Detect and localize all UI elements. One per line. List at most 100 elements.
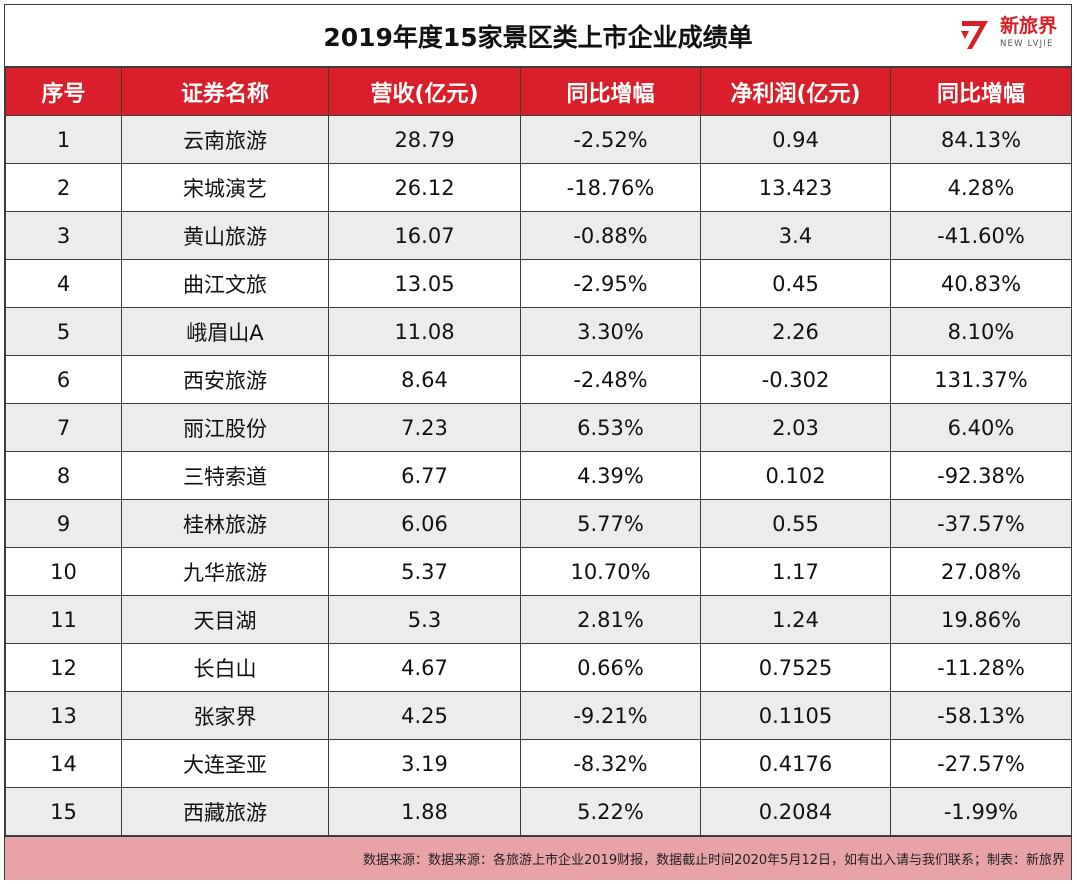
- table-cell: 3: [5, 211, 122, 260]
- table-cell: -9.21%: [520, 691, 701, 740]
- table-cell: 10: [5, 547, 122, 596]
- table-cell: 8: [5, 451, 122, 500]
- table-row: 11 天目湖 5.3 2.81% 1.24 19.86%: [5, 595, 1072, 644]
- table-cell: 13: [5, 691, 122, 740]
- table-cell: 0.4176: [700, 739, 891, 788]
- table-cell: 5.77%: [520, 499, 701, 548]
- table-cell: 0.7525: [700, 643, 891, 692]
- title-bar: 2019年度15家景区类上市企业成绩单 新旅界 NEW LVJIE: [5, 5, 1071, 67]
- table-cell: 4: [5, 259, 122, 308]
- table-cell: 27.08%: [890, 547, 1072, 596]
- table-cell: -92.38%: [890, 451, 1072, 500]
- table-cell: 0.102: [700, 451, 891, 500]
- results-table: 序号 证券名称 营收(亿元) 同比增幅 净利润(亿元) 同比增幅 1 云南旅游 28.79 -2…: [5, 67, 1072, 836]
- table-cell: 11: [5, 595, 122, 644]
- table-cell: 13.423: [700, 163, 891, 212]
- table-row: 14 大连圣亚 3.19 -8.32% 0.4176 -27.57%: [5, 739, 1072, 788]
- table-cell: 4.39%: [520, 451, 701, 500]
- table-cell: -18.76%: [520, 163, 701, 212]
- table-cell: 曲江文旅: [121, 259, 329, 308]
- table-row: 2 宋城演艺 26.12 -18.76% 13.423 4.28%: [5, 163, 1072, 212]
- table-cell: 4.67: [328, 643, 521, 692]
- table-cell: 三特索道: [121, 451, 329, 500]
- table-cell: 2.81%: [520, 595, 701, 644]
- table-cell: 1.88: [328, 787, 521, 836]
- table-cell: 0.2084: [700, 787, 891, 836]
- table-cell: 2.26: [700, 307, 891, 356]
- table-cell: 5.22%: [520, 787, 701, 836]
- table-cell: 西藏旅游: [121, 787, 329, 836]
- table-row: 13 张家界 4.25 -9.21% 0.1105 -58.13%: [5, 691, 1072, 740]
- table-cell: 8.64: [328, 355, 521, 404]
- table-cell: 6.53%: [520, 403, 701, 452]
- table-row: 3 黄山旅游 16.07 -0.88% 3.4 -41.60%: [5, 211, 1072, 260]
- table-cell: 0.66%: [520, 643, 701, 692]
- table-cell: -58.13%: [890, 691, 1072, 740]
- table-cell: 长白山: [121, 643, 329, 692]
- table-cell: 7.23: [328, 403, 521, 452]
- table-cell: 12: [5, 643, 122, 692]
- table-cell: 1: [5, 115, 122, 164]
- logo-cn-text: 新旅界: [999, 15, 1057, 38]
- table-cell: 8.10%: [890, 307, 1072, 356]
- table-cell: 5: [5, 307, 122, 356]
- table-cell: 3.30%: [520, 307, 701, 356]
- source-footer: 数据来源：数据来源：各旅游上市企业2019财报，数据截止时间2020年5月12日…: [5, 836, 1071, 880]
- table-row: 6 西安旅游 8.64 -2.48% -0.302 131.37%: [5, 355, 1072, 404]
- table-cell: 峨眉山A: [121, 307, 329, 356]
- table-cell: 3.4: [700, 211, 891, 260]
- table-cell: -2.48%: [520, 355, 701, 404]
- table-cell: 6.40%: [890, 403, 1072, 452]
- table-cell: 7: [5, 403, 122, 452]
- table-cell: 九华旅游: [121, 547, 329, 596]
- table-row: 1 云南旅游 28.79 -2.52% 0.94 84.13%: [5, 115, 1072, 164]
- table-cell: 5.3: [328, 595, 521, 644]
- table-cell: -0.88%: [520, 211, 701, 260]
- table-cell: 9: [5, 499, 122, 548]
- table-row: 5 峨眉山A 11.08 3.30% 2.26 8.10%: [5, 307, 1072, 356]
- table-cell: 16.07: [328, 211, 521, 260]
- column-header: 同比增幅: [520, 67, 701, 116]
- table-cell: 云南旅游: [121, 115, 329, 164]
- table-cell: 13.05: [328, 259, 521, 308]
- table-cell: 1.24: [700, 595, 891, 644]
- table-cell: 黄山旅游: [121, 211, 329, 260]
- table-cell: 84.13%: [890, 115, 1072, 164]
- table-cell: 张家界: [121, 691, 329, 740]
- table-row: 15 西藏旅游 1.88 5.22% 0.2084 -1.99%: [5, 787, 1072, 836]
- table-cell: 0.1105: [700, 691, 891, 740]
- table-cell: -37.57%: [890, 499, 1072, 548]
- table-cell: 0.55: [700, 499, 891, 548]
- source-note: 数据来源：数据来源：各旅游上市企业2019财报，数据截止时间2020年5月12日…: [363, 853, 1065, 868]
- table-cell: 15: [5, 787, 122, 836]
- table-cell: -27.57%: [890, 739, 1072, 788]
- table-cell: -2.95%: [520, 259, 701, 308]
- table-cell: 5.37: [328, 547, 521, 596]
- column-header: 净利润(亿元): [700, 67, 891, 116]
- table-cell: -41.60%: [890, 211, 1072, 260]
- table-cell: 0.45: [700, 259, 891, 308]
- table-cell: 14: [5, 739, 122, 788]
- table-header-row: 序号 证券名称 营收(亿元) 同比增幅 净利润(亿元) 同比增幅: [5, 67, 1072, 116]
- table-cell: 4.28%: [890, 163, 1072, 212]
- column-header: 证券名称: [121, 67, 329, 116]
- table-cell: -8.32%: [520, 739, 701, 788]
- table-cell: 28.79: [328, 115, 521, 164]
- table-cell: 6.77: [328, 451, 521, 500]
- table-cell: 2.03: [700, 403, 891, 452]
- table-cell: -2.52%: [520, 115, 701, 164]
- table-cell: 天目湖: [121, 595, 329, 644]
- brand-logo: 新旅界 NEW LVJIE: [958, 15, 1057, 51]
- nl-logo-icon: [960, 21, 988, 49]
- table-cell: 26.12: [328, 163, 521, 212]
- table-row: 10 九华旅游 5.37 10.70% 1.17 27.08%: [5, 547, 1072, 596]
- table-cell: -0.302: [700, 355, 891, 404]
- page-title: 2019年度15家景区类上市企业成绩单: [323, 22, 753, 52]
- table-cell: 大连圣亚: [121, 739, 329, 788]
- column-header: 同比增幅: [890, 67, 1072, 116]
- table-cell: 西安旅游: [121, 355, 329, 404]
- table-cell: 丽江股份: [121, 403, 329, 452]
- table-cell: 3.19: [328, 739, 521, 788]
- table-cell: 2: [5, 163, 122, 212]
- table-row: 4 曲江文旅 13.05 -2.95% 0.45 40.83%: [5, 259, 1072, 308]
